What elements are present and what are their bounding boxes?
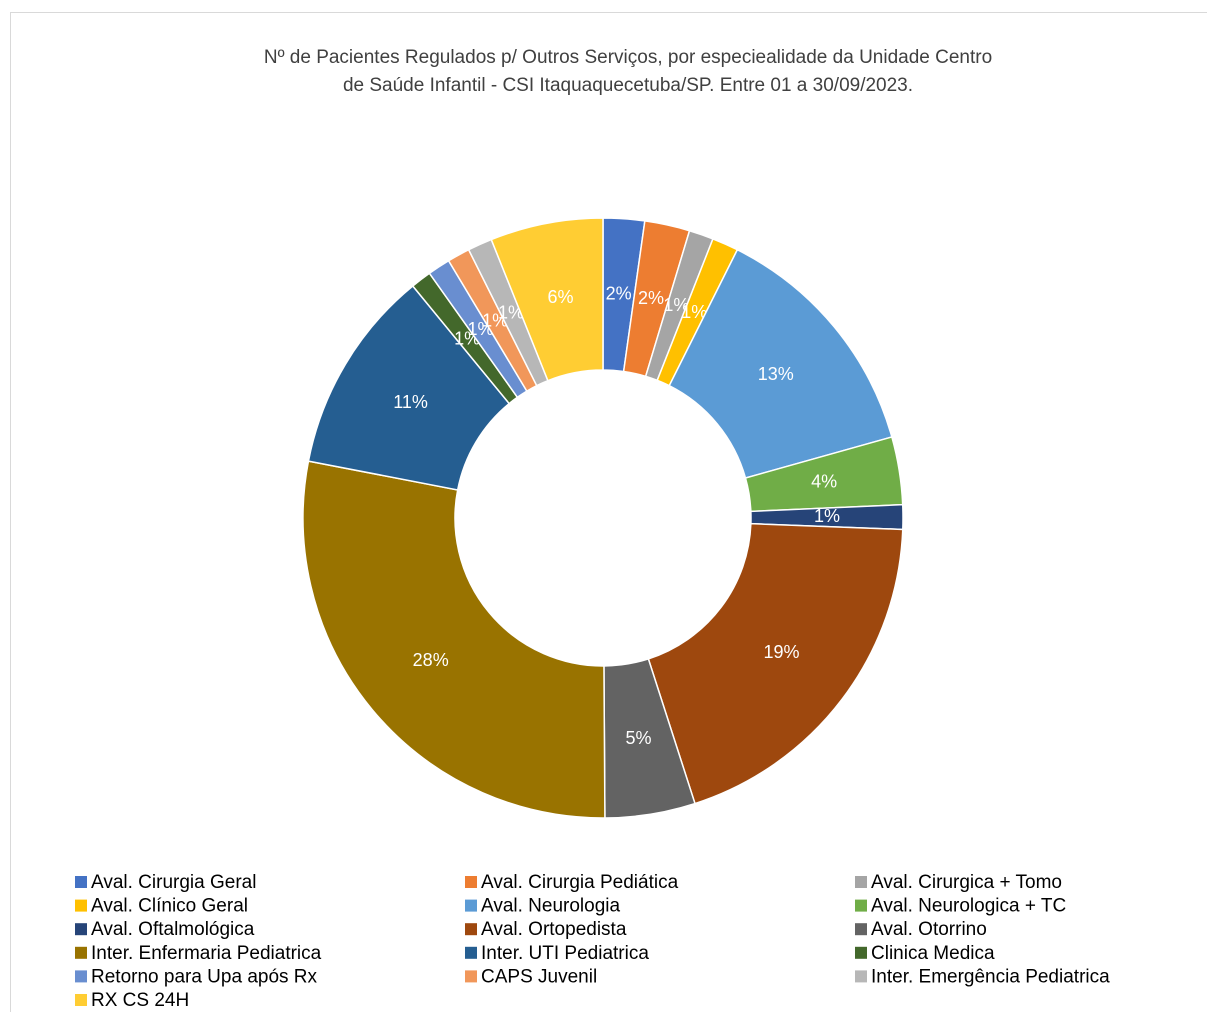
data-label: 11% [393,392,428,412]
donut-segment [302,460,606,819]
chart-frame [10,12,1207,1012]
legend-label: Inter. Emergência Pediatrica [871,966,1110,987]
chart-title: Nº de Pacientes Regulados p/ Outros Serv… [264,47,992,68]
data-label: 2% [638,288,664,308]
legend-label: Aval. Ortopedista [481,919,627,940]
donut-segment [668,248,893,479]
legend-swatch [75,899,87,912]
legend-label: Aval. Clínico Geral [91,896,248,917]
legend-swatch [75,994,87,1006]
legend-label: Aval. Cirurgica + Tomo [871,872,1062,893]
data-label: 1% [498,302,524,322]
legend-label: CAPS Juvenil [481,966,597,987]
legend-label: Aval. Otorrino [871,919,987,940]
chart-title: de Saúde Infantil - CSI Itaquaquecetuba/… [343,75,913,96]
legend-label: Inter. Enfermaria Pediatrica [91,943,322,964]
legend-swatch [75,876,87,888]
legend-label: Retorno para Upa após Rx [91,966,318,987]
legend-swatch [465,899,477,912]
data-label: 19% [763,642,799,662]
legend-label: RX CS 24H [91,990,189,1011]
legend-swatch [75,946,87,959]
data-label: 1% [663,295,689,315]
legend-swatch [855,876,867,888]
data-label: 28% [413,650,449,670]
data-label: 4% [811,471,837,491]
legend-swatch [75,923,87,936]
legend-swatch [855,923,867,936]
data-label: 13% [758,364,794,384]
data-label: 1% [814,506,840,526]
donut-segment [490,217,604,382]
legend-label: Aval. Oftalmológica [91,919,255,940]
legend-swatch [465,923,477,936]
legend-swatch [855,899,867,912]
legend-swatch [75,970,87,983]
legend-label: Aval. Neurologia [481,896,621,917]
data-label: 5% [625,728,651,748]
data-label: 1% [681,302,707,322]
legend-swatch [855,946,867,959]
legend-label: Aval. Cirurgia Geral [91,872,256,893]
legend-label: Aval. Cirurgia Pediática [481,872,679,893]
legend-swatch [465,970,477,983]
donut-segment [647,522,904,805]
legend-label: Aval. Neurologica + TC [871,896,1066,917]
data-label: 6% [548,287,574,307]
legend-swatch [855,970,867,983]
legend-label: Inter. UTI Pediatrica [481,943,649,964]
legend-label: Clinica Medica [871,943,995,964]
legend-swatch [465,876,477,888]
data-label: 2% [606,283,632,303]
legend-swatch [465,946,477,959]
